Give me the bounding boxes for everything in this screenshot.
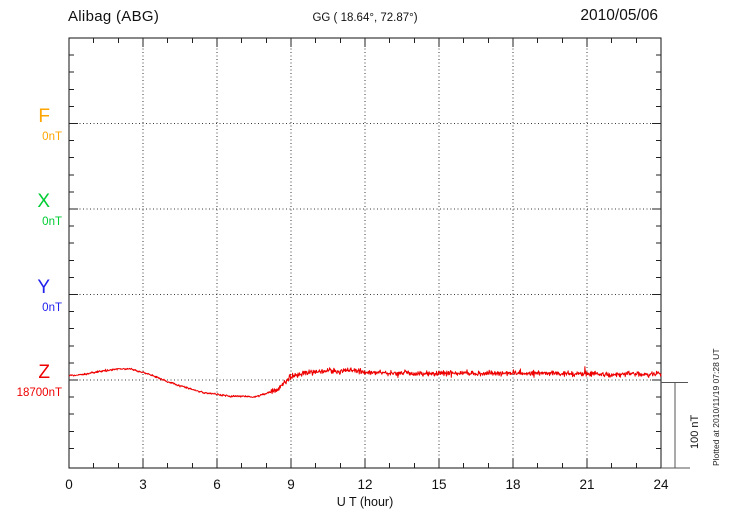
x-axis-tick-label: 18 [505, 477, 521, 492]
x-axis-tick-label: 9 [287, 477, 295, 492]
station-title: Alibag (ABG) [68, 8, 160, 25]
x-axis-tick-label: 0 [65, 477, 73, 492]
component-x-baseline-value: 0nT [42, 216, 62, 228]
component-x-label: X [37, 191, 50, 212]
x-axis-tick-label: 6 [213, 477, 221, 492]
component-row-x: X 0nT [0, 191, 62, 228]
z-trace [68, 366, 662, 398]
x-axis-tick-label: 21 [579, 477, 595, 492]
component-f-baseline-value: 0nT [42, 131, 62, 143]
component-row-y: Y 0nT [0, 277, 62, 314]
x-axis-tick-label: 12 [357, 477, 373, 492]
component-row-z: Z 18700nT [0, 362, 62, 399]
component-z-baseline-value: 18700nT [16, 387, 62, 399]
component-f-label: F [38, 106, 50, 127]
plot-date: 2010/05/06 [580, 7, 658, 24]
scale-bar [661, 381, 690, 469]
x-axis-title: U T (hour) [336, 495, 394, 509]
axis-ticks [69, 38, 661, 468]
x-axis-tick-label: 3 [139, 477, 147, 492]
component-row-f: F 0nT [0, 106, 62, 143]
x-axis-tick-label: 24 [653, 477, 669, 492]
scale-bar-label: 100 nT [689, 414, 701, 449]
x-axis-tick-label: 15 [431, 477, 447, 492]
z-component-trace [68, 366, 662, 398]
grid-dotted [69, 38, 661, 468]
plot-timestamp-note: Plotted at 2010/11/19 07:28 UT [711, 348, 721, 466]
component-z-label: Z [38, 362, 50, 383]
component-y-baseline-value: 0nT [42, 302, 62, 314]
plot-frame [68, 37, 662, 469]
observatory-coordinates: GG ( 18.64°, 72.87°) [312, 12, 418, 24]
component-y-label: Y [37, 277, 50, 298]
